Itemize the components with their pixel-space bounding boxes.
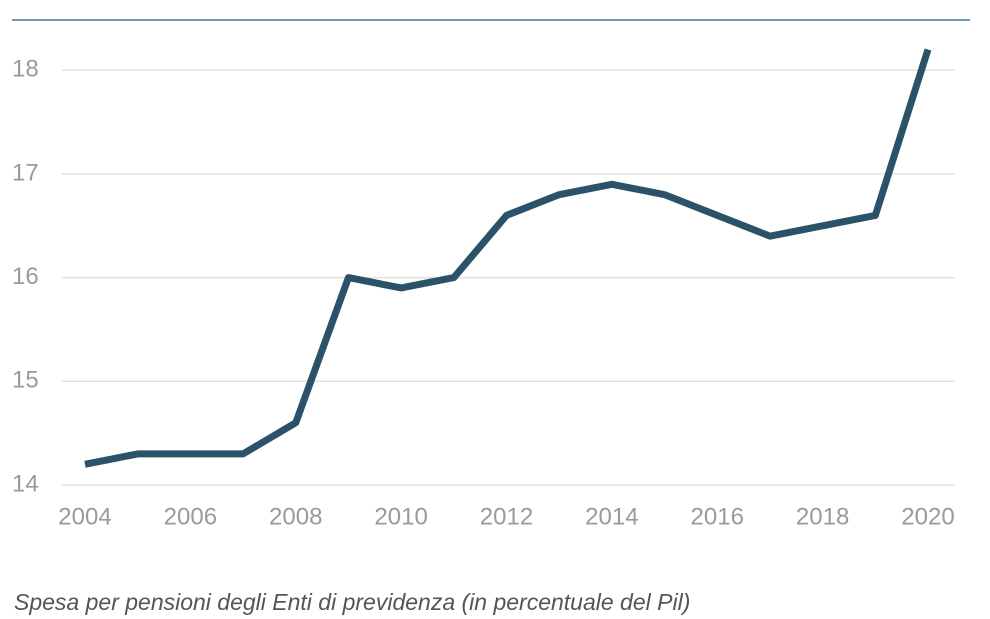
y-tick-label: 17 <box>12 159 39 186</box>
x-tick-label: 2014 <box>585 503 638 530</box>
x-tick-label: 2008 <box>269 503 322 530</box>
x-tick-label: 2016 <box>691 503 744 530</box>
caption: Spesa per pensioni degli Enti di previde… <box>14 589 690 615</box>
x-tick-label: 2004 <box>58 503 111 530</box>
x-tick-label: 2010 <box>374 503 427 530</box>
x-tick-label: 2018 <box>796 503 849 530</box>
y-tick-label: 15 <box>12 367 39 394</box>
y-tick-label: 18 <box>12 56 39 83</box>
x-tick-label: 2020 <box>901 503 954 530</box>
y-tick-label: 16 <box>12 263 39 290</box>
x-tick-label: 2012 <box>480 503 533 530</box>
data-line <box>84 48 932 468</box>
y-tick-label: 14 <box>12 470 39 497</box>
x-tick-label: 2006 <box>164 503 217 530</box>
